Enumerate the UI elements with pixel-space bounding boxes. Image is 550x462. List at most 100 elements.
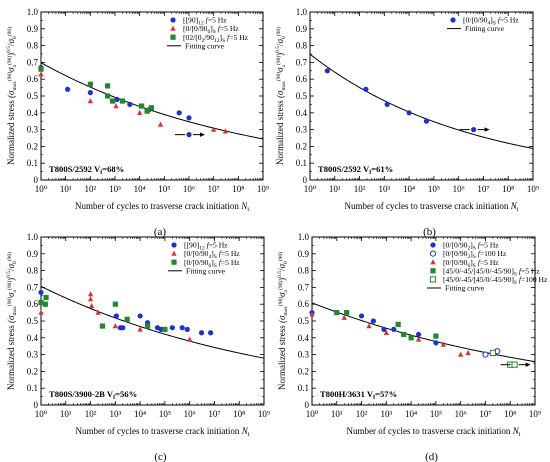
panel-label: (b)	[423, 226, 436, 238]
data-point	[120, 325, 126, 331]
y-tick-label: 1.0	[27, 232, 39, 242]
y-axis-label-text: Normalized stress (σmax(90)σa(90))0.5/σ0…	[277, 252, 289, 390]
legend-marker	[170, 25, 176, 31]
material-annotation: T800S/2592 Vf=68%	[49, 164, 124, 176]
y-tick-label: 0.3	[296, 125, 308, 135]
data-point	[482, 351, 489, 358]
y-tick-label: 0.8	[298, 266, 310, 276]
data-point	[124, 316, 130, 322]
runout-point	[470, 127, 477, 133]
data-point	[366, 323, 372, 329]
x-tick-label: 10⁶	[183, 184, 195, 194]
y-tick-label: 0.5	[296, 91, 308, 101]
panel-label: (d)	[425, 451, 438, 462]
data-point	[186, 115, 192, 121]
y-tick-label: 0.7	[298, 282, 310, 292]
x-tick-label: 10⁷	[479, 409, 491, 419]
data-point	[42, 301, 48, 307]
x-tick-label: 10⁸	[232, 184, 244, 194]
x-tick-label: 10³	[109, 409, 121, 419]
legend-marker	[171, 250, 177, 256]
data-point	[169, 325, 175, 331]
y-axis-label: Normalized stress (σmax(90)σa(90))0.5/σ0…	[6, 27, 18, 165]
x-tick-label: 10¹	[60, 184, 72, 194]
data-point	[176, 110, 182, 116]
y-tick-label: 0.5	[298, 316, 310, 326]
data-point	[157, 121, 164, 127]
y-tick-label: 0.5	[27, 316, 39, 326]
y-tick-label: 0.3	[298, 350, 310, 360]
y-tick-label: 0.9	[296, 24, 308, 34]
y-tick-label: 0	[305, 400, 310, 410]
y-tick-label: 0.7	[27, 57, 39, 67]
data-point	[87, 81, 93, 87]
legend-label: [0/[0/906]S f=5 Hz	[184, 258, 240, 269]
legend-marker	[171, 242, 177, 248]
material-annotation: T800S/3900-2B Vf=56%	[49, 389, 137, 401]
y-axis-label-text: Normalized stress (σmax(90)σa(90))0.5/σ0…	[6, 27, 18, 165]
data-point	[465, 349, 471, 356]
runout-point	[511, 361, 518, 368]
fitting-curve	[40, 285, 265, 359]
data-point	[415, 331, 422, 338]
data-point	[113, 313, 119, 319]
legend-label: [0/[0/904]S f=5 Hz	[184, 249, 240, 260]
x-tick-label: 10⁸	[233, 409, 245, 419]
x-tick-label: 10⁹	[257, 184, 269, 194]
y-tick-label: 1.0	[27, 7, 39, 17]
data-point	[344, 310, 350, 316]
data-point	[112, 301, 118, 307]
y-tick-label: 0.1	[298, 383, 309, 393]
chart-panel-a: 10⁰ 10¹ 10² 10³ 10⁴ 10⁵ 10⁶ 10⁷ 10⁸ 10⁹ 0 0.1 0.2 0.3…	[6, 7, 269, 238]
data-point	[440, 341, 446, 347]
y-tick-label: 0.4	[296, 108, 308, 118]
x-tick-label: 10⁶	[453, 184, 465, 194]
legend-label: [[90]12 f=5 Hz	[183, 16, 227, 27]
x-tick-label: 10³	[380, 409, 392, 419]
y-tick-label: 0.9	[27, 24, 39, 34]
data-point	[137, 313, 143, 319]
data-point	[489, 349, 497, 357]
chart-panel-d: 10⁰ 10¹ 10² 10³ 10⁴ 10⁵ 10⁶ 10⁷ 10⁸ 10⁹ 0 0.1 0.2 0.3…	[277, 232, 548, 462]
data-point	[112, 323, 118, 329]
data-point	[139, 103, 145, 109]
data-point	[187, 336, 193, 342]
y-tick-label: 1.0	[296, 7, 308, 17]
data-point	[144, 323, 151, 329]
y-tick-label: 0.3	[27, 350, 39, 360]
data-point	[222, 128, 229, 134]
y-tick-label: 0.4	[27, 108, 39, 118]
fitting-curve	[311, 302, 536, 363]
legend-label: [0/[0/906]S f=5 Hz	[443, 258, 499, 269]
y-tick-label: 0.2	[298, 366, 309, 376]
x-axis-label: Number of cycles to trasverse crack init…	[75, 201, 249, 213]
fitting-curve	[40, 62, 264, 140]
data-point	[423, 118, 430, 124]
data-point	[137, 326, 143, 332]
material-annotation: T800H/3631 Vf=57%	[320, 389, 397, 401]
y-axis-label: Normalized stress (σmax(90)σa(90))0.5/σ0…	[275, 27, 287, 165]
y-tick-label: 0	[303, 175, 308, 185]
x-tick-label: 10⁰	[304, 184, 317, 194]
y-axis-label-text: Normalized stress (σmax(90)σa(90))0.5/σ0…	[6, 252, 18, 390]
legend-label: [0/[0/906]S f=5 Hz	[183, 24, 239, 35]
runout-point	[186, 132, 192, 138]
x-tick-label: 10⁵	[159, 409, 171, 419]
data-point	[110, 98, 116, 104]
y-tick-label: 0.8	[27, 266, 39, 276]
x-tick-label: 10³	[378, 184, 390, 194]
y-axis-label: Normalized stress (σmax(90)σa(90))0.5/σ0…	[277, 252, 289, 390]
data-point	[38, 289, 44, 296]
material-annotation: T800S/2592 Vf=61%	[318, 164, 393, 176]
runout-arrow-head	[200, 132, 205, 137]
y-tick-label: 0.2	[296, 141, 307, 151]
data-point	[324, 68, 330, 74]
y-tick-label: 0.7	[27, 282, 39, 292]
legend-label-fit: Fitting curve	[186, 266, 226, 275]
y-tick-label: 0.1	[27, 383, 38, 393]
plot-frame	[309, 11, 534, 181]
data-point	[433, 340, 439, 346]
legend-label: [0/[0/902]S f=5 Hz	[443, 241, 499, 252]
x-tick-label: 10³	[109, 184, 121, 194]
panel-label: (c)	[154, 451, 167, 462]
